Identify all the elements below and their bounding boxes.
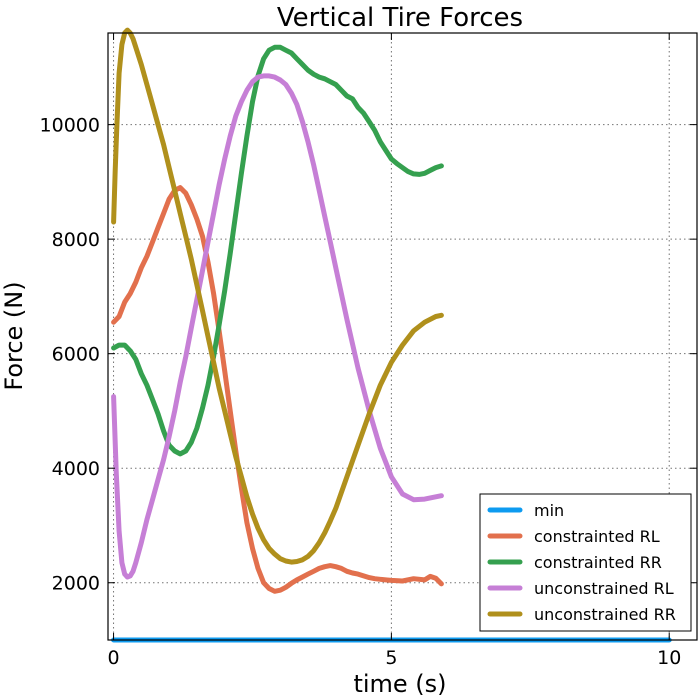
y-tick-label: 10000 bbox=[40, 115, 100, 137]
y-tick-label: 6000 bbox=[52, 344, 100, 366]
y-tick-label: 2000 bbox=[52, 573, 100, 595]
y-tick-label: 4000 bbox=[52, 458, 100, 480]
x-axis-title: time (s) bbox=[353, 670, 446, 698]
chart-title: Vertical Tire Forces bbox=[277, 3, 523, 33]
legend-label: min bbox=[534, 501, 564, 520]
x-tick-label: 10 bbox=[657, 647, 681, 669]
series-line-constrainted-rl bbox=[111, 185, 444, 594]
series-line-constrainted-rr bbox=[111, 44, 444, 457]
legend: min constrainted RL constrainted RR unconst… bbox=[479, 493, 692, 632]
ticks: 0 5 10 2000 4000 6000 8000 10000 bbox=[40, 33, 697, 669]
series-line-unconstrained-rl bbox=[111, 73, 444, 580]
plot-frame bbox=[107, 32, 698, 641]
x-tick-label: 5 bbox=[385, 647, 397, 669]
legend-label: constrainted RL bbox=[534, 527, 660, 546]
y-tick-label: 8000 bbox=[52, 229, 100, 251]
series-line-unconstrained-rr bbox=[111, 27, 444, 565]
y-axis-title: Force (N) bbox=[0, 281, 28, 390]
legend-label: constrainted RR bbox=[534, 553, 662, 572]
x-tick-label: 0 bbox=[108, 647, 120, 669]
legend-label: unconstrained RL bbox=[534, 579, 674, 598]
legend-label: unconstrained RR bbox=[534, 605, 676, 624]
